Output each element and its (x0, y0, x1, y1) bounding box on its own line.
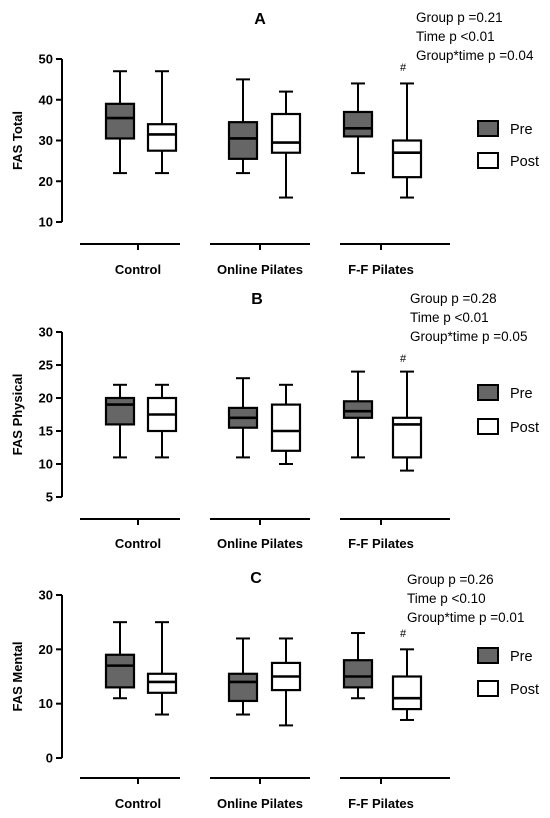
iqr-box (270, 112, 302, 154)
y-tick-label: 30 (39, 133, 53, 148)
legend-label: Post (510, 682, 539, 698)
y-axis-label: FAS Mental (10, 641, 25, 711)
box-post-2 (391, 370, 423, 472)
x-tick-label: F-F Pilates (348, 536, 414, 551)
stat-line: Time p <0.01 (416, 29, 495, 44)
y-tick-label: 20 (39, 174, 53, 189)
box-pre-0 (104, 70, 136, 175)
y-tick-label: 10 (39, 215, 53, 230)
stat-line: Time p <0.01 (410, 310, 489, 325)
x-tick-label: F-F Pilates (348, 262, 414, 277)
stat-line: Group*time p =0.04 (416, 48, 534, 63)
y-tick-label: 5 (46, 490, 53, 505)
iqr-box (391, 139, 423, 179)
stat-line: Group*time p =0.05 (410, 329, 527, 344)
x-tick-label: Online Pilates (217, 262, 303, 277)
chart-panel-b: B Group p =0.28 Time p <0.01 Group*time p =… (10, 291, 539, 551)
legend-label: Pre (510, 122, 533, 138)
iqr-box (146, 123, 178, 152)
box-pre-1 (227, 377, 259, 459)
significance-marker: # (400, 62, 407, 74)
iqr-box (270, 403, 302, 452)
box-post-1 (270, 637, 302, 727)
box-pre-1 (227, 637, 259, 716)
legend-label: Post (510, 154, 539, 170)
box-pre-2 (342, 82, 374, 175)
stat-line: Group*time p =0.01 (407, 610, 524, 625)
box-pre-2 (342, 632, 374, 700)
y-tick-label: 15 (39, 424, 53, 439)
y-tick-label: 25 (39, 358, 53, 373)
iqr-box (104, 396, 136, 426)
x-tick-label: Control (115, 536, 161, 551)
legend-swatch-post (477, 680, 499, 697)
y-tick-label: 30 (39, 325, 53, 340)
stat-line: Group p =0.28 (410, 291, 497, 306)
y-tick-label: 50 (39, 52, 53, 67)
box-post-0 (146, 70, 178, 175)
x-tick-label: Control (115, 796, 161, 811)
y-tick-label: 20 (39, 642, 53, 657)
x-tick-label: Online Pilates (217, 536, 303, 551)
y-tick-label: 30 (39, 588, 53, 603)
stat-line: Group p =0.21 (416, 10, 503, 25)
box-pre-2 (342, 370, 374, 459)
panel-letter: B (251, 291, 263, 308)
stat-line: Group p =0.26 (407, 572, 494, 587)
box-post-1 (270, 383, 302, 465)
chart-panel-c: C Group p =0.26 Time p <0.10 Group*time p =… (10, 570, 539, 811)
legend-label: Pre (510, 649, 533, 665)
legend-swatch-pre (477, 647, 499, 664)
y-axis-label: FAS Total (10, 111, 25, 170)
legend-swatch-pre (477, 384, 499, 401)
panel-letter: C (250, 570, 262, 587)
y-tick-label: 10 (39, 457, 53, 472)
iqr-box (104, 653, 136, 689)
box-post-2 (391, 648, 423, 721)
legend-swatch-pre (477, 120, 499, 137)
box-pre-0 (104, 383, 136, 459)
legend-swatch-post (477, 418, 499, 435)
iqr-box (342, 400, 374, 419)
x-tick-label: Control (115, 262, 161, 277)
box-pre-1 (227, 78, 259, 175)
legend-label: Post (510, 420, 539, 436)
y-tick-label: 40 (39, 92, 53, 107)
y-tick-label: 20 (39, 391, 53, 406)
chart-panel-a: A Group p =0.21 Time p <0.01 Group*time p =… (10, 10, 539, 277)
iqr-box (227, 672, 259, 703)
x-tick-label: Online Pilates (217, 796, 303, 811)
iqr-box (227, 121, 259, 160)
box-post-0 (146, 621, 178, 716)
iqr-box (146, 672, 178, 694)
legend-label: Pre (510, 386, 533, 402)
y-axis-label: FAS Physical (10, 374, 25, 456)
y-tick-label: 10 (39, 696, 53, 711)
box-pre-0 (104, 621, 136, 700)
box-post-1 (270, 90, 302, 199)
iqr-box (391, 675, 423, 711)
significance-marker: # (400, 628, 407, 640)
x-tick-label: F-F Pilates (348, 796, 414, 811)
panel-letter: A (254, 11, 266, 28)
y-tick-label: 0 (46, 751, 53, 766)
significance-marker: # (400, 353, 407, 365)
iqr-box (104, 102, 136, 140)
stat-line: Time p <0.10 (407, 591, 486, 606)
box-post-2 (391, 82, 423, 199)
legend-swatch-post (477, 152, 499, 169)
iqr-box (342, 659, 374, 689)
box-post-0 (146, 383, 178, 459)
iqr-box (342, 110, 374, 138)
